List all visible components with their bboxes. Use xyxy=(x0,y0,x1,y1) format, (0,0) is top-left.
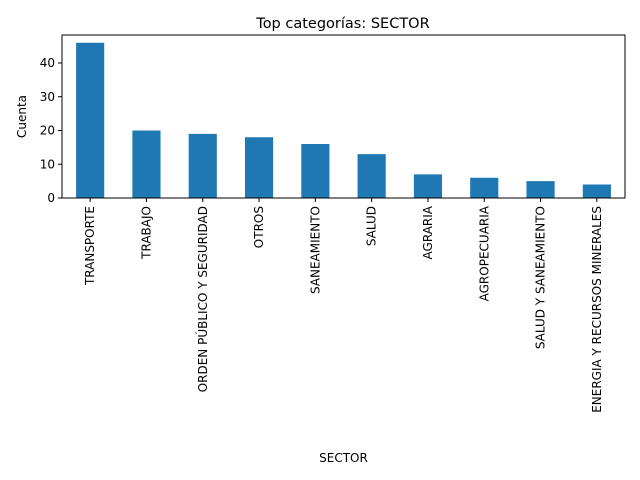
chart-title: Top categorías: SECTOR xyxy=(255,16,429,32)
y-tick-label: 10 xyxy=(40,157,55,171)
y-tick-label: 20 xyxy=(40,124,55,138)
bar-5 xyxy=(301,144,330,198)
x-tick-label: SANEAMIENTO xyxy=(308,206,322,294)
bar-1 xyxy=(76,42,105,199)
x-tick-label: ORDEN PÚBLICO Y SEGURIDAD xyxy=(195,206,210,392)
bar-10 xyxy=(582,184,611,198)
bar-2 xyxy=(132,130,161,198)
bar-4 xyxy=(244,137,274,198)
x-tick-label: TRABAJO xyxy=(139,206,153,260)
y-tick-label: 0 xyxy=(47,191,55,205)
bar-3 xyxy=(188,133,217,198)
x-tick-label: SALUD xyxy=(365,206,379,246)
y-tick-label: 40 xyxy=(40,56,55,70)
x-tick-label: OTROS xyxy=(252,206,266,248)
y-axis: 0 10 20 30 40 xyxy=(40,56,62,205)
bar-8 xyxy=(470,177,499,198)
x-tick-label: AGRARIA xyxy=(421,205,435,259)
y-tick-label: 30 xyxy=(40,90,55,104)
x-tick-label: SALUD Y SANEAMIENTO xyxy=(534,206,548,349)
bar-7 xyxy=(413,174,443,198)
x-axis-label: SECTOR xyxy=(319,451,368,465)
x-axis: TRANSPORTE TRABAJO ORDEN PÚBLICO Y SEGURID… xyxy=(83,198,604,413)
bar-9 xyxy=(526,181,555,198)
bars-group xyxy=(76,42,611,199)
x-tick-label: TRANSPORTE xyxy=(83,206,97,286)
x-tick-label: ENERGIA Y RECURSOS MINERALES xyxy=(590,206,604,413)
y-axis-label: Cuenta xyxy=(15,95,29,138)
plot-frame xyxy=(61,34,626,199)
x-tick-label: AGROPECUARIA xyxy=(477,205,491,301)
bar-6 xyxy=(357,154,386,198)
